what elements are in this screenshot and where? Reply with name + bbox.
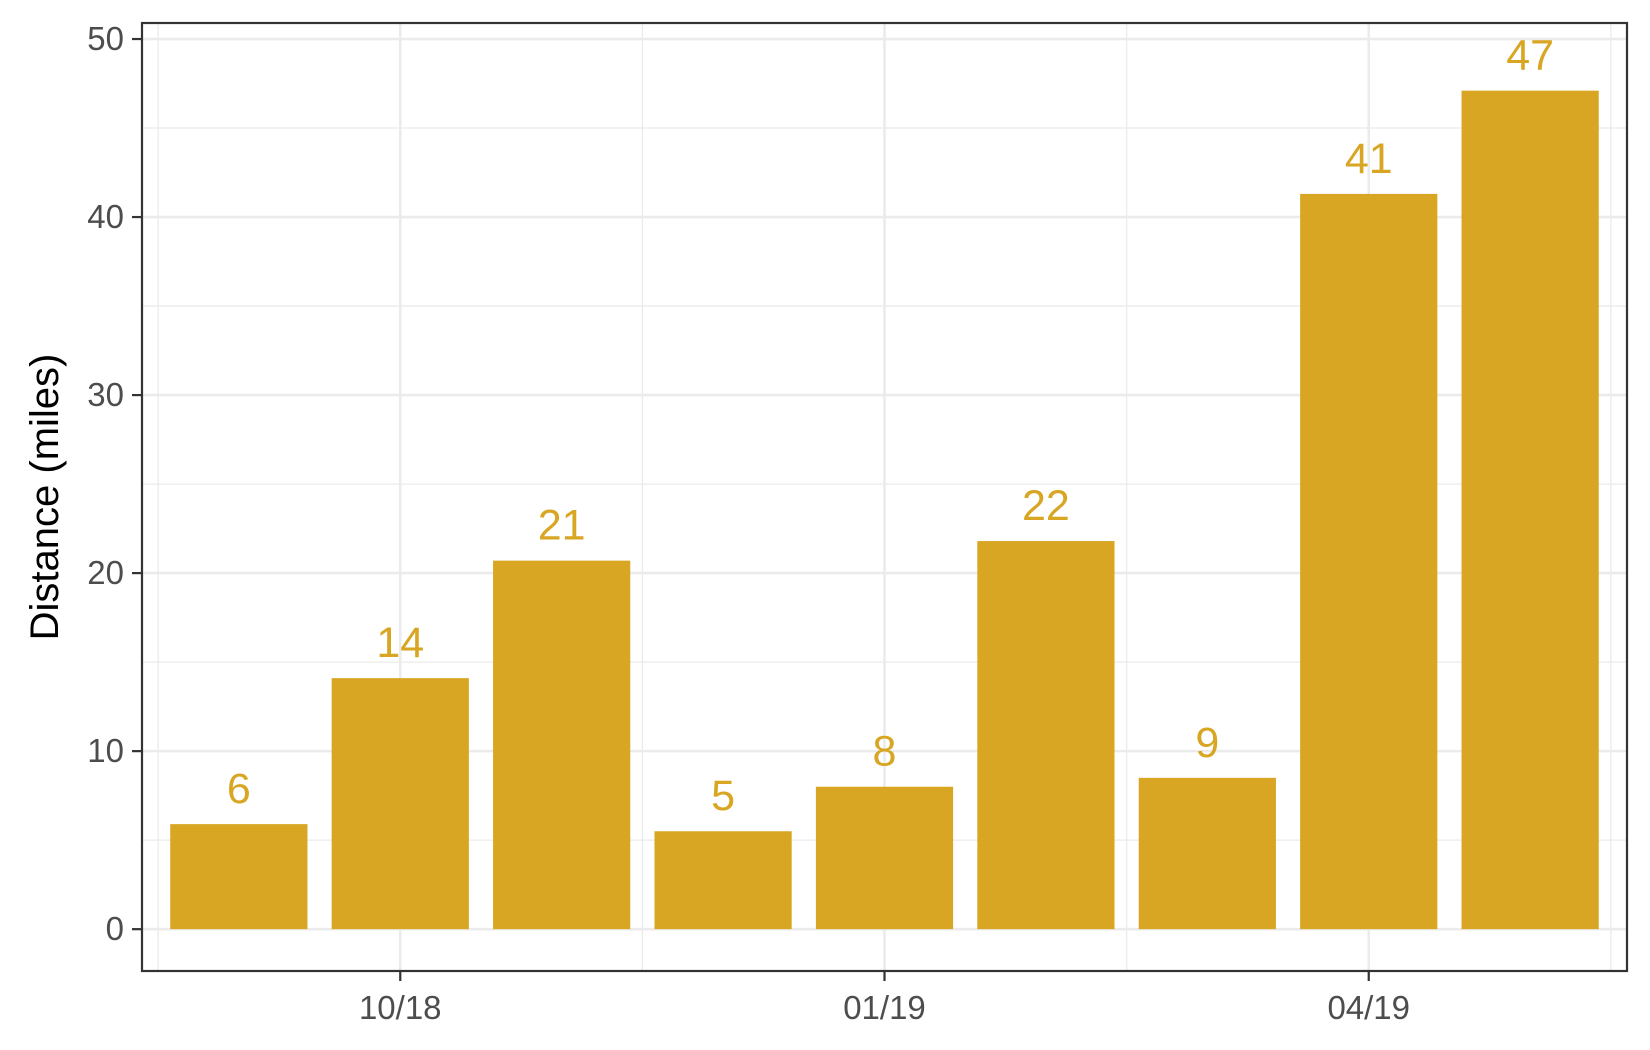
- x-axis: 10/18 01/19 04/19: [359, 971, 1410, 1026]
- bar-value-label: 47: [1506, 32, 1554, 80]
- y-tick-label: 20: [87, 554, 124, 591]
- bar-value-label: 6: [227, 765, 251, 813]
- bar: [815, 786, 954, 930]
- data-labels-group: 6 14 21 5 8 22 9 41 47: [227, 32, 1554, 821]
- y-axis: 0 10 20 30 40 50: [87, 20, 142, 947]
- bar-value-label: 9: [1195, 719, 1219, 767]
- bar-value-label: 14: [376, 619, 424, 667]
- bar-value-label: 5: [711, 772, 735, 820]
- x-tick-label: 01/19: [843, 989, 926, 1026]
- bar: [1138, 777, 1276, 930]
- y-axis-title: Distance (miles): [23, 354, 67, 641]
- x-tick-label: 04/19: [1327, 989, 1410, 1026]
- bar-value-label: 21: [538, 502, 586, 550]
- bar: [1300, 193, 1438, 930]
- bar: [977, 541, 1115, 930]
- bars-group: [170, 90, 1599, 930]
- bar-value-label: 22: [1022, 482, 1070, 530]
- bar: [331, 678, 469, 930]
- bar: [170, 824, 308, 930]
- bar-value-label: 8: [873, 728, 897, 776]
- y-tick-label: 50: [87, 20, 124, 57]
- y-tick-label: 30: [87, 376, 124, 413]
- y-tick-label: 40: [87, 198, 124, 235]
- bar: [654, 831, 792, 930]
- y-tick-label: 10: [87, 732, 124, 769]
- bar-value-label: 41: [1345, 135, 1393, 183]
- bar: [1461, 90, 1599, 930]
- bar: [493, 560, 631, 930]
- y-tick-label: 0: [106, 910, 124, 947]
- x-tick-label: 10/18: [359, 989, 442, 1026]
